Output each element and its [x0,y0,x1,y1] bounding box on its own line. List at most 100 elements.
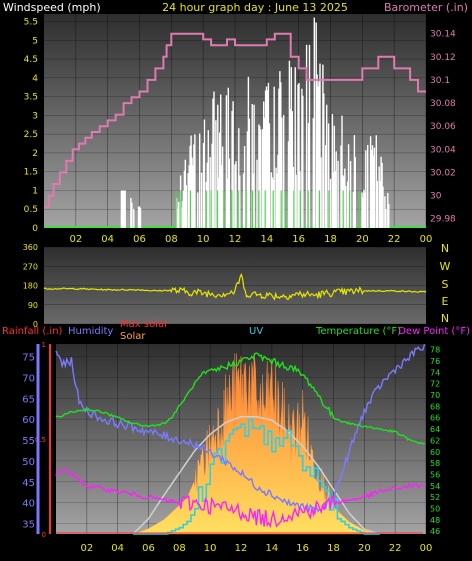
temperature-tick-label: 70 [430,391,440,400]
barometer-series [44,32,426,209]
windspeed-tick-label: 4.5 [24,55,38,65]
windspeed-tick-label: 1 [32,186,38,196]
windspeed-tick-label: 0.5 [24,205,38,215]
humidity-series [55,344,426,516]
windspeed-title: Windspeed (mph) [3,1,101,14]
compass-label-n-top: N [441,242,449,255]
windspeed-tick-label: 3.5 [24,93,38,103]
bottom-hour-tick-label: 20 [358,543,371,554]
bottom-hour-tick-label: 12 [235,543,248,554]
uv-series [133,418,380,535]
windspeed-tick-label: 2.5 [24,130,38,140]
windspeed-tick-label: 2 [32,149,38,159]
temperature-tick-label: 66 [430,414,440,423]
temperature-tick-label: 48 [430,516,440,525]
barometer-tick-label: 30.06 [430,122,456,132]
humidity-axis: 35 40 45 50 55 60 65 70 75 [22,344,40,534]
rainfall-tick-label: 1 [42,341,46,349]
temperature-title: Temperature (°F) [315,326,401,337]
wind-direction-grid [44,246,426,325]
max-solar-title: Max solar [120,319,169,330]
windspeed-tick-label: 4 [32,74,38,84]
humidity-title: Humidity [68,326,113,337]
humidity-tick-label: 75 [22,353,35,364]
top-hour-tick-label: 06 [133,234,146,245]
humidity-tick-label: 40 [22,499,35,510]
bottom-hour-tick-label: 00 [420,543,433,554]
top-hour-axis: 02 04 06 08 10 12 14 16 18 20 22 00 [69,234,432,245]
temperature-tick-label: 58 [430,459,440,468]
barometer-tick-label: 30.14 [430,30,456,40]
solar-series [133,353,380,535]
bottom-hour-tick-label: 02 [80,543,93,554]
humidity-tick-label: 55 [22,436,35,447]
temperature-series [55,352,425,445]
wind-direction-tick-label: 90 [28,301,38,310]
temperature-tick-label: 52 [430,493,440,502]
top-hour-tick-label: 08 [165,234,178,245]
dew-point-series [55,468,425,529]
barometer-tick-label: 30.1 [430,76,450,86]
top-hour-tick-label: 16 [292,234,305,245]
rainfall-axis: 10.50 [35,341,51,539]
top-hour-tick-label: 00 [420,234,433,245]
compass-label-n-bottom: N [441,312,449,325]
barometer-title: Barometer (.in) [384,1,468,14]
wind-speed-series [120,17,390,228]
top-hour-tick-label: 18 [324,234,337,245]
top-hour-tick-label: 12 [229,234,242,245]
windspeed-tick-label: 1.5 [24,168,38,178]
compass-label-s: S [442,278,449,291]
compass-label-w: W [440,260,451,273]
windspeed-tick-label: 3 [32,111,38,121]
temperature-tick-label: 50 [430,504,440,513]
wind-direction-tick-label: 180 [23,282,38,291]
wind-direction-degree-axis: 0 90 180 270 360 [23,243,38,329]
rainfall-tick-label: 0 [42,531,46,539]
bottom-hour-axis: 02 04 06 08 10 12 14 16 18 20 22 00 [80,543,432,554]
uv-title: UV [249,326,263,337]
temperature-tick-label: 74 [430,368,440,377]
bottom-hour-tick-label: 04 [111,543,124,554]
bottom-hour-tick-label: 06 [142,543,155,554]
top-hour-tick-label: 02 [69,234,82,245]
rainfall-tick-label: 0.5 [35,436,46,444]
solar-title: Solar [120,331,146,342]
temperature-tick-label: 68 [430,402,440,411]
bottom-hour-tick-label: 14 [265,543,278,554]
bottom-series [55,344,426,535]
temperature-tick-label: 56 [430,470,440,479]
windspeed-tick-label: 0 [32,224,38,234]
humidity-tick-label: 45 [22,478,35,489]
humidity-tick-label: 65 [22,394,35,405]
wind-direction-tick-label: 360 [23,243,38,252]
top-hour-tick-label: 04 [101,234,114,245]
wind-gust-series [175,190,360,228]
temperature-tick-label: 64 [430,425,440,434]
wind-direction-series [43,272,427,301]
top-hour-tick-label: 22 [388,234,401,245]
humidity-tick-label: 60 [22,415,35,426]
temperature-tick-label: 76 [430,357,440,366]
humidity-tick-label: 70 [22,373,35,384]
temperature-tick-label: 62 [430,436,440,445]
top-hour-tick-label: 14 [260,234,273,245]
temperature-tick-label: 46 [430,527,440,536]
wind-direction-series [43,272,427,301]
temperature-axis: 46 48 50 52 54 56 58 60 62 64 66 68 70 72 74 76 78 [430,346,440,536]
temperature-tick-label: 78 [430,346,440,355]
barometer-tick-label: 30.12 [430,53,456,63]
compass-label-e: E [442,295,449,308]
barometer-tick-label: 29.98 [430,215,456,225]
rainfall-title: Rainfall (.in) [2,326,63,337]
barometer-tick-label: 30.08 [430,99,456,109]
top-series [44,17,426,228]
barometer-tick-label: 30.02 [430,168,456,178]
bottom-hour-tick-label: 16 [296,543,309,554]
bottom-hour-tick-label: 22 [389,543,402,554]
windspeed-tick-label: 5.5 [24,18,38,28]
bottom-hour-tick-label: 08 [173,543,186,554]
dew-point-title: Dew Point (°F) [398,326,470,337]
barometer-axis: 29.98 30 30.02 30.04 30.06 30.08 30.1 30.12 30.1… [430,30,456,225]
